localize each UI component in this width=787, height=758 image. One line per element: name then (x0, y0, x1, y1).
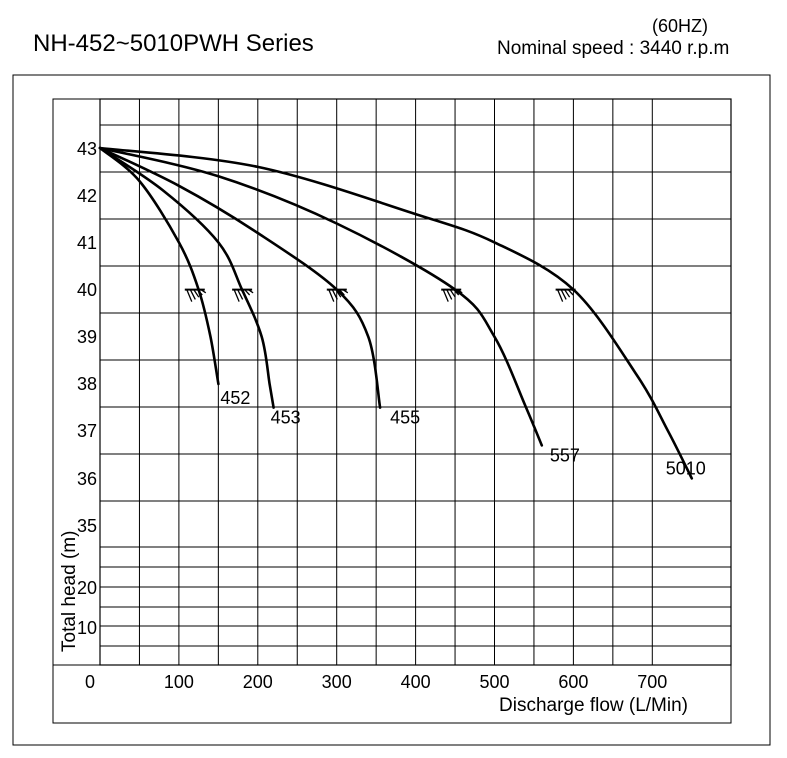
y-tick-label: 43 (77, 139, 97, 159)
x-tick-label: 100 (164, 672, 194, 692)
y-tick-label: 42 (77, 186, 97, 206)
y-tick-labels: 43 42 41 40 39 38 37 36 35 20 10 (77, 139, 97, 638)
y-tick-label: 36 (77, 469, 97, 489)
grid (100, 99, 731, 665)
duty-marker-5010 (555, 288, 577, 302)
curve-label-455: 455 (390, 408, 420, 428)
y-tick-label: 41 (77, 233, 97, 253)
curve-455 (98, 146, 382, 409)
x-tick-label: 300 (322, 672, 352, 692)
curve-label-557: 557 (550, 445, 580, 465)
y-axis-label: Total head (m) (59, 531, 80, 652)
duty-marker-453 (232, 288, 254, 302)
x-axis-panel (52, 664, 732, 724)
duty-markers (184, 288, 577, 302)
duty-marker-557 (441, 288, 463, 302)
curve-label-453: 453 (271, 408, 301, 428)
curve-labels: 452 453 455 557 5010 (220, 388, 705, 478)
duty-marker-452 (184, 288, 207, 302)
chart-title: NH-452~5010PWH Series (33, 30, 314, 57)
x-tick-label: 600 (558, 672, 588, 692)
x-tick-label: 400 (401, 672, 431, 692)
duty-marker-455 (326, 288, 349, 302)
nominal-speed-label: Nominal speed : 3440 r.p.m (497, 38, 730, 59)
curve-label-452: 452 (220, 388, 250, 408)
y-tick-label: 35 (77, 516, 97, 536)
frequency-label: (60HZ) (652, 16, 709, 36)
outer-frame (12, 74, 771, 746)
y-tick-label: 10 (77, 618, 97, 638)
y-tick-label: 39 (77, 327, 97, 347)
y-tick-label: 38 (77, 374, 97, 394)
y-tick-label: 20 (77, 578, 97, 598)
x-tick-label: 0 (85, 672, 95, 692)
y-tick-label: 40 (77, 280, 97, 300)
curve-label-5010: 5010 (666, 458, 706, 478)
curve-452 (98, 146, 220, 386)
x-tick-label: 500 (479, 672, 509, 692)
x-tick-label: 200 (243, 672, 273, 692)
curve-5010 (98, 146, 694, 480)
x-tick-label: 700 (637, 672, 667, 692)
x-tick-labels: 0 100 200 300 400 500 600 700 (85, 672, 667, 692)
curve-557 (98, 146, 544, 447)
x-axis-label: Discharge flow (L/Min) (499, 695, 688, 716)
y-tick-label: 37 (77, 421, 97, 441)
